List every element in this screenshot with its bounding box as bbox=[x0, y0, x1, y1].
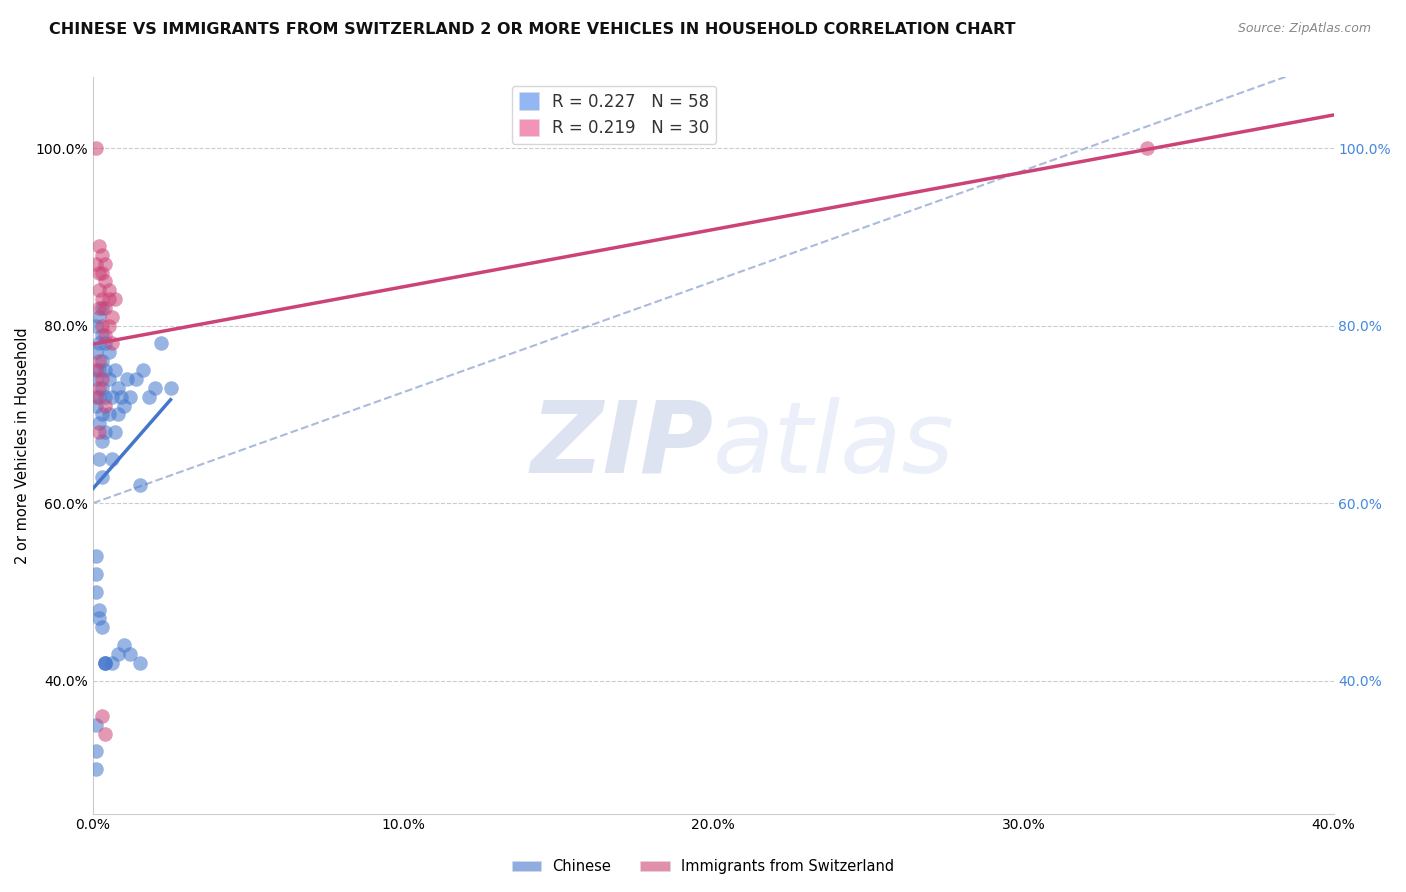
Point bbox=[104, 292, 127, 306]
Point bbox=[138, 390, 160, 404]
Point bbox=[89, 611, 111, 625]
Point bbox=[91, 381, 114, 395]
Point bbox=[91, 248, 114, 262]
Point bbox=[100, 310, 122, 324]
Point bbox=[110, 390, 132, 404]
Point bbox=[97, 292, 120, 306]
Point bbox=[97, 372, 120, 386]
Point bbox=[159, 381, 181, 395]
Text: CHINESE VS IMMIGRANTS FROM SWITZERLAND 2 OR MORE VEHICLES IN HOUSEHOLD CORRELATI: CHINESE VS IMMIGRANTS FROM SWITZERLAND 2… bbox=[49, 22, 1015, 37]
Point bbox=[84, 399, 107, 413]
Point bbox=[97, 408, 120, 422]
Point bbox=[89, 390, 111, 404]
Point bbox=[91, 434, 114, 448]
Point bbox=[107, 381, 129, 395]
Point bbox=[84, 390, 107, 404]
Point bbox=[91, 372, 114, 386]
Point bbox=[100, 336, 122, 351]
Point bbox=[94, 301, 117, 315]
Point bbox=[94, 656, 117, 670]
Point bbox=[143, 381, 166, 395]
Point bbox=[84, 718, 107, 732]
Point bbox=[84, 372, 107, 386]
Point bbox=[94, 656, 117, 670]
Point bbox=[91, 709, 114, 723]
Point bbox=[104, 363, 127, 377]
Point bbox=[91, 292, 114, 306]
Point bbox=[89, 266, 111, 280]
Point bbox=[84, 584, 107, 599]
Point bbox=[120, 647, 142, 661]
Point bbox=[84, 363, 107, 377]
Point bbox=[120, 390, 142, 404]
Point bbox=[112, 399, 135, 413]
Point bbox=[97, 345, 120, 359]
Point bbox=[89, 381, 111, 395]
Point bbox=[107, 408, 129, 422]
Point bbox=[89, 363, 111, 377]
Point bbox=[84, 762, 107, 776]
Legend: Chinese, Immigrants from Switzerland: Chinese, Immigrants from Switzerland bbox=[506, 854, 900, 880]
Point bbox=[91, 301, 114, 315]
Point bbox=[100, 451, 122, 466]
Point bbox=[84, 744, 107, 758]
Point bbox=[107, 647, 129, 661]
Point bbox=[1136, 141, 1159, 155]
Point bbox=[89, 354, 111, 368]
Point bbox=[91, 266, 114, 280]
Point bbox=[91, 408, 114, 422]
Point bbox=[89, 425, 111, 440]
Point bbox=[91, 469, 114, 483]
Point bbox=[94, 257, 117, 271]
Point bbox=[89, 451, 111, 466]
Point bbox=[84, 257, 107, 271]
Point bbox=[91, 620, 114, 634]
Y-axis label: 2 or more Vehicles in Household: 2 or more Vehicles in Household bbox=[15, 327, 30, 564]
Point bbox=[89, 283, 111, 297]
Point bbox=[91, 318, 114, 333]
Point bbox=[104, 425, 127, 440]
Point bbox=[97, 283, 120, 297]
Point bbox=[89, 239, 111, 253]
Point bbox=[125, 372, 148, 386]
Point bbox=[94, 336, 117, 351]
Point bbox=[94, 390, 117, 404]
Point bbox=[128, 656, 150, 670]
Point bbox=[89, 301, 111, 315]
Point bbox=[94, 327, 117, 342]
Point bbox=[91, 327, 114, 342]
Text: atlas: atlas bbox=[713, 397, 955, 494]
Point bbox=[94, 727, 117, 741]
Point bbox=[91, 354, 114, 368]
Point bbox=[94, 399, 117, 413]
Legend: R = 0.227   N = 58, R = 0.219   N = 30: R = 0.227 N = 58, R = 0.219 N = 30 bbox=[512, 86, 716, 144]
Point bbox=[84, 345, 107, 359]
Point bbox=[89, 310, 111, 324]
Point bbox=[115, 372, 138, 386]
Point bbox=[84, 141, 107, 155]
Point bbox=[94, 656, 117, 670]
Point bbox=[84, 549, 107, 564]
Point bbox=[89, 336, 111, 351]
Text: Source: ZipAtlas.com: Source: ZipAtlas.com bbox=[1237, 22, 1371, 36]
Point bbox=[150, 336, 173, 351]
Point bbox=[112, 638, 135, 652]
Point bbox=[89, 602, 111, 616]
Point bbox=[94, 425, 117, 440]
Point bbox=[131, 363, 153, 377]
Point bbox=[84, 318, 107, 333]
Text: ZIP: ZIP bbox=[530, 397, 713, 494]
Point bbox=[89, 417, 111, 431]
Point bbox=[100, 390, 122, 404]
Point bbox=[94, 363, 117, 377]
Point bbox=[128, 478, 150, 492]
Point bbox=[94, 274, 117, 288]
Point bbox=[100, 656, 122, 670]
Point bbox=[97, 318, 120, 333]
Point bbox=[84, 567, 107, 582]
